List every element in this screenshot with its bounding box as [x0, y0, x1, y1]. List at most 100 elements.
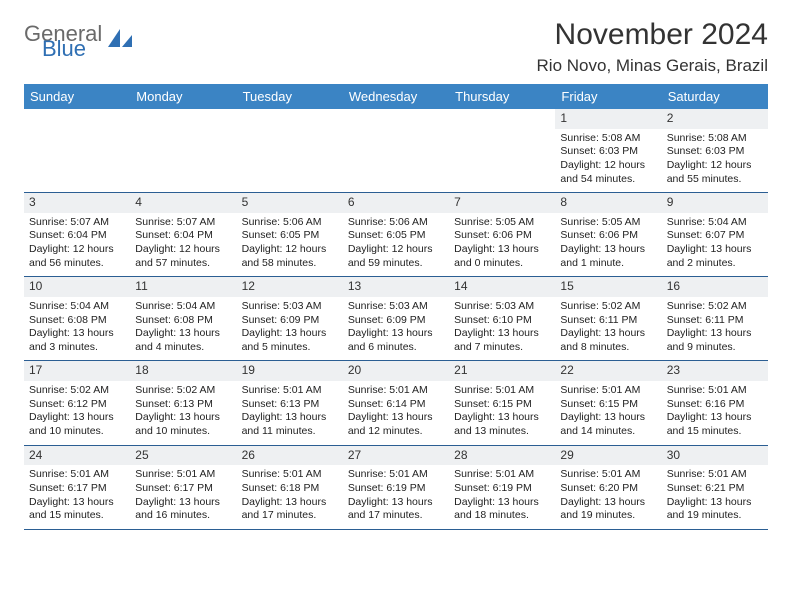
sunrise-text: Sunrise: 5:01 AM [348, 468, 444, 482]
sunset-text: Sunset: 6:17 PM [135, 482, 231, 496]
daylight-text: Daylight: 13 hours and 15 minutes. [29, 496, 125, 523]
daylight-text: Daylight: 13 hours and 8 minutes. [560, 327, 656, 354]
sunset-text: Sunset: 6:07 PM [667, 229, 763, 243]
sunset-text: Sunset: 6:20 PM [560, 482, 656, 496]
daylight-text: Daylight: 13 hours and 17 minutes. [348, 496, 444, 523]
title-month: November 2024 [537, 18, 768, 52]
sunrise-text: Sunrise: 5:05 AM [560, 216, 656, 230]
sunset-text: Sunset: 6:06 PM [454, 229, 550, 243]
daylight-text: Daylight: 13 hours and 12 minutes. [348, 411, 444, 438]
day-number: 9 [662, 193, 768, 213]
day-cell: 8 Sunrise: 5:05 AMSunset: 6:06 PMDaylight… [555, 193, 661, 276]
day-cell: . [237, 109, 343, 192]
sunrise-text: Sunrise: 5:03 AM [348, 300, 444, 314]
day-number: 1 [555, 109, 661, 129]
day-cell: 24Sunrise: 5:01 AMSunset: 6:17 PMDayligh… [24, 446, 130, 529]
sunset-text: Sunset: 6:16 PM [667, 398, 763, 412]
day-number: 20 [343, 361, 449, 381]
day-number: 28 [449, 446, 555, 466]
sunrise-text: Sunrise: 5:02 AM [135, 384, 231, 398]
daylight-text: Daylight: 13 hours and 4 minutes. [135, 327, 231, 354]
day-cell: 11Sunrise: 5:04 AMSunset: 6:08 PMDayligh… [130, 277, 236, 360]
sunrise-text: Sunrise: 5:01 AM [667, 384, 763, 398]
sunset-text: Sunset: 6:13 PM [242, 398, 338, 412]
sunset-text: Sunset: 6:17 PM [29, 482, 125, 496]
daylight-text: Daylight: 13 hours and 3 minutes. [29, 327, 125, 354]
day-header: Monday [130, 84, 236, 109]
sail-icon [106, 27, 134, 56]
day-cell: . [24, 109, 130, 192]
daylight-text: Daylight: 12 hours and 57 minutes. [135, 243, 231, 270]
sunset-text: Sunset: 6:04 PM [29, 229, 125, 243]
sunset-text: Sunset: 6:13 PM [135, 398, 231, 412]
day-cell: 23Sunrise: 5:01 AMSunset: 6:16 PMDayligh… [662, 361, 768, 444]
sunset-text: Sunset: 6:19 PM [454, 482, 550, 496]
daylight-text: Daylight: 13 hours and 2 minutes. [667, 243, 763, 270]
day-cell: 7Sunrise: 5:05 AMSunset: 6:06 PMDaylight… [449, 193, 555, 276]
sunset-text: Sunset: 6:03 PM [667, 145, 763, 159]
sunrise-text: Sunrise: 5:05 AM [454, 216, 550, 230]
daylight-text: Daylight: 13 hours and 13 minutes. [454, 411, 550, 438]
day-number: 26 [237, 446, 343, 466]
day-cell: 22Sunrise: 5:01 AMSunset: 6:15 PMDayligh… [555, 361, 661, 444]
sunrise-text: Sunrise: 5:06 AM [242, 216, 338, 230]
day-header: Wednesday [343, 84, 449, 109]
sunset-text: Sunset: 6:21 PM [667, 482, 763, 496]
day-cell: 30Sunrise: 5:01 AMSunset: 6:21 PMDayligh… [662, 446, 768, 529]
sunrise-text: Sunrise: 5:02 AM [29, 384, 125, 398]
daylight-text: Daylight: 13 hours and 1 minute. [560, 243, 656, 270]
sunrise-text: Sunrise: 5:03 AM [454, 300, 550, 314]
day-cell: 14Sunrise: 5:03 AMSunset: 6:10 PMDayligh… [449, 277, 555, 360]
sunset-text: Sunset: 6:05 PM [242, 229, 338, 243]
day-number: 4 [130, 193, 236, 213]
day-cell: 25Sunrise: 5:01 AMSunset: 6:17 PMDayligh… [130, 446, 236, 529]
calendar: Sunday Monday Tuesday Wednesday Thursday… [24, 84, 768, 530]
daylight-text: Daylight: 13 hours and 5 minutes. [242, 327, 338, 354]
sunset-text: Sunset: 6:11 PM [667, 314, 763, 328]
day-number: 25 [130, 446, 236, 466]
daylight-text: Daylight: 13 hours and 10 minutes. [135, 411, 231, 438]
sunrise-text: Sunrise: 5:01 AM [667, 468, 763, 482]
sunrise-text: Sunrise: 5:01 AM [560, 468, 656, 482]
day-cell: 4Sunrise: 5:07 AMSunset: 6:04 PMDaylight… [130, 193, 236, 276]
sunset-text: Sunset: 6:06 PM [560, 229, 656, 243]
daylight-text: Daylight: 13 hours and 6 minutes. [348, 327, 444, 354]
sunrise-text: Sunrise: 5:01 AM [560, 384, 656, 398]
sunrise-text: Sunrise: 5:04 AM [667, 216, 763, 230]
sunrise-text: Sunrise: 5:01 AM [242, 468, 338, 482]
day-cell: 3Sunrise: 5:07 AMSunset: 6:04 PMDaylight… [24, 193, 130, 276]
week-row: 10Sunrise: 5:04 AMSunset: 6:08 PMDayligh… [24, 277, 768, 361]
sunset-text: Sunset: 6:08 PM [135, 314, 231, 328]
day-number: 30 [662, 446, 768, 466]
day-number: 19 [237, 361, 343, 381]
daylight-text: Daylight: 13 hours and 0 minutes. [454, 243, 550, 270]
daylight-text: Daylight: 13 hours and 15 minutes. [667, 411, 763, 438]
day-number: 15 [555, 277, 661, 297]
logo: General Blue [24, 18, 134, 60]
day-number: 27 [343, 446, 449, 466]
header: General Blue November 2024 Rio Novo, Min… [24, 18, 768, 76]
logo-text-blue: Blue [42, 39, 102, 60]
day-cell: 18Sunrise: 5:02 AMSunset: 6:13 PMDayligh… [130, 361, 236, 444]
sunrise-text: Sunrise: 5:07 AM [29, 216, 125, 230]
day-header: Sunday [24, 84, 130, 109]
daylight-text: Daylight: 12 hours and 56 minutes. [29, 243, 125, 270]
sunset-text: Sunset: 6:15 PM [560, 398, 656, 412]
sunrise-text: Sunrise: 5:08 AM [667, 132, 763, 146]
daylight-text: Daylight: 12 hours and 55 minutes. [667, 159, 763, 186]
daylight-text: Daylight: 13 hours and 18 minutes. [454, 496, 550, 523]
day-number: 8 [555, 193, 661, 213]
sunrise-text: Sunrise: 5:06 AM [348, 216, 444, 230]
sunrise-text: Sunrise: 5:08 AM [560, 132, 656, 146]
sunrise-text: Sunrise: 5:01 AM [348, 384, 444, 398]
day-header: Friday [555, 84, 661, 109]
sunrise-text: Sunrise: 5:01 AM [242, 384, 338, 398]
day-number: 16 [662, 277, 768, 297]
daylight-text: Daylight: 13 hours and 17 minutes. [242, 496, 338, 523]
sunrise-text: Sunrise: 5:01 AM [135, 468, 231, 482]
day-number: 6 [343, 193, 449, 213]
week-row: .....1Sunrise: 5:08 AMSunset: 6:03 PMDay… [24, 109, 768, 193]
day-cell: 13Sunrise: 5:03 AMSunset: 6:09 PMDayligh… [343, 277, 449, 360]
day-cell: 28Sunrise: 5:01 AMSunset: 6:19 PMDayligh… [449, 446, 555, 529]
daylight-text: Daylight: 13 hours and 14 minutes. [560, 411, 656, 438]
